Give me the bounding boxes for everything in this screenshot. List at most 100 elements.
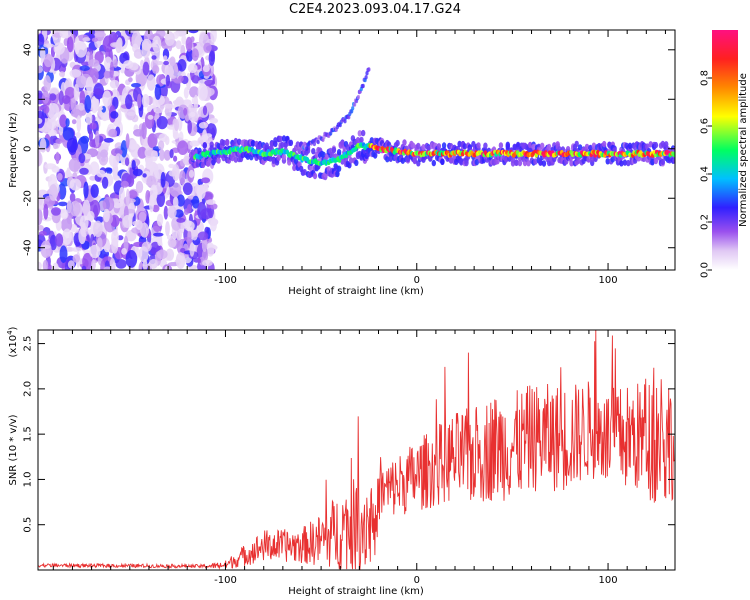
ridge-halo [457,140,462,148]
noise-blob [125,188,130,207]
noise-blob [133,48,144,59]
noise-blob [165,248,175,261]
noise-blob [176,194,185,207]
noise-blob [87,59,100,67]
branch-blob [347,115,351,120]
noise-blob [131,83,141,88]
ridge-halo [245,153,250,160]
noise-blob [109,79,120,89]
noise-blob [48,184,58,201]
noise-blob [109,257,116,270]
noise-blob [197,83,208,101]
x-tick-label: 100 [599,575,618,586]
noise-blob [175,228,182,241]
noise-blob [113,202,122,209]
noise-blob [81,61,90,67]
noise-blob [84,95,92,113]
x-tick-label: -100 [214,275,237,286]
noise-blob [191,97,198,105]
ridge-halo [576,157,581,164]
ridge-halo [514,159,519,166]
noise-blob [182,182,193,196]
noise-blob [47,129,57,137]
ridge-halo [503,156,509,163]
ridge-halo [574,140,579,148]
noise-blob [137,93,142,109]
ridge-halo [588,144,593,152]
noise-blob [38,261,42,270]
ridge-halo [627,142,633,149]
ridge-halo [441,142,447,149]
noise-blob [78,227,87,245]
noise-blob [100,260,105,270]
noise-blob [197,258,202,264]
noise-blob [128,77,133,83]
noise-blob [78,153,86,164]
ridge-halo [302,169,307,176]
noise-blob [208,50,215,66]
colorbar-gradient [712,30,738,270]
noise-blob [62,127,75,141]
colorbar-tick-label: 0.4 [700,166,711,182]
colorbar-tick-label: 0.8 [700,70,711,86]
noise-blob [144,147,154,158]
noise-blob [89,161,100,176]
noise-blob [131,114,139,123]
noise-blob [74,36,80,55]
noise-blob [43,53,53,68]
noise-blob [165,74,171,87]
branch-blob [351,106,355,111]
noise-blob [164,135,170,146]
ridge-halo [330,151,335,159]
ridge-halo [200,161,206,169]
noise-blob [69,69,82,78]
noise-blob [103,70,111,79]
noise-blob [172,164,180,181]
noise-blob [141,94,150,108]
x-tick-label: 100 [599,275,618,286]
noise-blob [120,65,125,74]
plot-frame [37,329,676,571]
noise-blob [62,228,72,246]
ridge-halo [402,139,407,146]
branch-blob [356,94,360,100]
noise-blob [147,114,154,120]
ridge-halo [395,139,400,147]
noise-blob [40,240,52,259]
noise-blob [186,204,192,213]
noise-blob [168,63,174,79]
noise-blob [79,215,89,231]
noise-blob [49,87,60,95]
noise-blob [168,163,175,169]
y-tick-label: 0.5 [23,517,34,533]
noise-blob [141,122,147,140]
noise-blob [79,90,86,107]
noise-blob [179,170,186,185]
ridge-halo [602,140,607,148]
noise-blob [38,117,43,125]
ridge-halo [533,158,538,165]
ridge-halo [273,137,278,144]
ridge-halo [622,159,628,166]
noise-blob [81,265,87,270]
branch-blob [365,71,369,76]
noise-blob [75,131,81,139]
noise-blob [209,117,219,124]
noise-blob [88,130,94,142]
noise-blob [43,43,55,48]
noise-blob [164,31,175,46]
ridge-halo [348,157,354,164]
noise-blob [38,194,43,206]
noise-blob [203,42,212,53]
noise-blob [66,215,72,225]
x-axis-label: Height of straight line (km) [288,286,424,297]
noise-blob [69,178,82,191]
branch-blob [343,119,347,124]
noise-blob [191,48,199,62]
noise-blob [203,191,214,201]
ridge-halo [281,153,287,161]
noise-blob [52,262,59,270]
noise-blob [163,149,171,161]
noise-blob [38,149,41,167]
x-tick-label: 0 [414,575,420,586]
